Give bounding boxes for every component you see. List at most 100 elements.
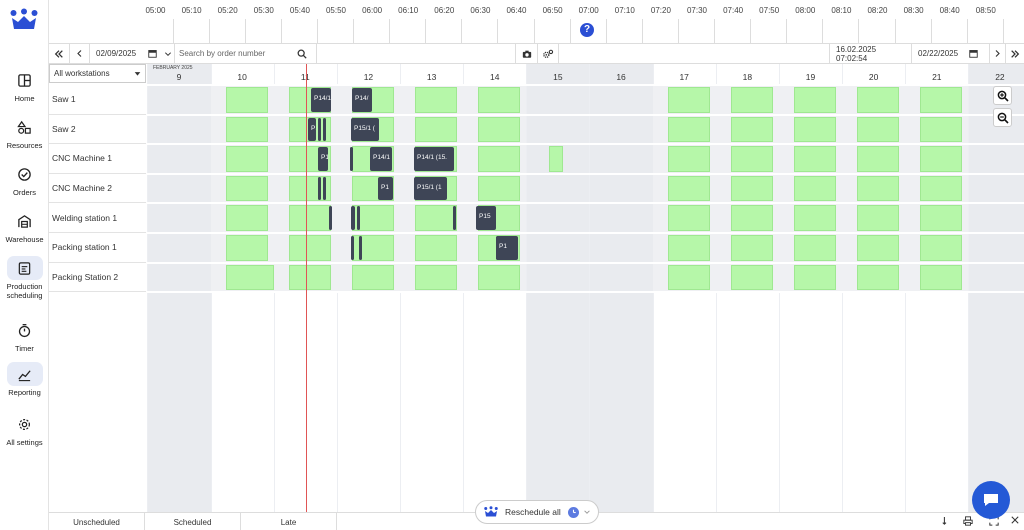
tab-scheduled[interactable]: Scheduled [145,513,241,530]
task-block[interactable] [351,236,354,260]
availability-block[interactable] [288,235,331,261]
availability-block[interactable] [415,235,458,261]
availability-block[interactable] [920,175,963,202]
availability-block[interactable] [730,264,773,291]
tab-late[interactable]: Late [241,513,337,530]
workstation-row-label[interactable]: CNC Machine 2 [49,173,146,204]
availability-block[interactable] [667,87,710,113]
availability-block[interactable] [793,205,836,231]
availability-block[interactable] [415,205,458,231]
sidebar-item-all-settings[interactable]: All settings [0,412,49,447]
task-block[interactable] [329,206,332,230]
workstation-filter[interactable]: All workstations [49,64,146,83]
availability-block[interactable] [730,175,773,202]
task-block[interactable] [318,176,321,201]
availability-block[interactable] [857,175,900,202]
availability-block[interactable] [667,264,710,291]
availability-block[interactable] [478,264,521,291]
availability-block[interactable] [478,87,521,113]
availability-block[interactable] [920,264,963,291]
availability-block[interactable] [793,146,836,172]
task-block[interactable] [318,117,321,142]
task-block[interactable]: P14/1 [370,147,392,171]
sidebar-item-warehouse[interactable]: Warehouse [0,209,49,244]
chevron-down-icon[interactable] [163,44,173,63]
availability-block[interactable] [667,116,710,143]
availability-block[interactable] [730,87,773,113]
camera-button[interactable] [515,44,537,63]
workstation-row-label[interactable]: CNC Machine 1 [49,144,146,174]
availability-block[interactable] [857,235,900,261]
sidebar-item-home[interactable]: Home [0,68,49,103]
availability-block[interactable] [225,146,268,172]
availability-block[interactable] [857,116,900,143]
availability-block[interactable] [920,87,963,113]
availability-block[interactable] [730,205,773,231]
availability-block[interactable] [857,205,900,231]
availability-block[interactable] [920,146,963,172]
task-block[interactable] [351,206,355,230]
availability-block[interactable] [225,205,268,231]
availability-block[interactable] [351,235,394,261]
task-block[interactable]: P15/1 (1 [414,176,447,201]
availability-block[interactable] [415,116,458,143]
task-block[interactable] [350,147,353,171]
task-block[interactable]: P1 [308,117,316,142]
availability-block[interactable] [857,264,900,291]
availability-block[interactable] [667,205,710,231]
availability-block[interactable] [730,146,773,172]
jump-last-button[interactable] [1005,44,1024,63]
availability-block[interactable] [415,264,458,291]
sidebar-item-orders[interactable]: Orders [0,162,49,197]
start-date-input[interactable]: 02/09/2025 [89,44,164,63]
availability-block[interactable] [225,116,268,143]
availability-block[interactable] [793,264,836,291]
availability-block[interactable] [351,264,394,291]
workstation-row-label[interactable]: Welding station 1 [49,203,146,233]
workstation-row-label[interactable]: Packing Station 2 [49,262,146,293]
availability-block[interactable] [793,116,836,143]
availability-block[interactable] [478,175,521,202]
availability-block[interactable] [730,116,773,143]
task-block[interactable]: P14/ [359,236,362,260]
settings-button[interactable] [537,44,559,63]
previous-button[interactable] [69,44,89,63]
availability-block[interactable] [288,205,331,231]
task-block[interactable] [357,206,360,230]
availability-block[interactable] [225,175,268,202]
availability-block[interactable] [730,235,773,261]
task-block[interactable]: P1 [496,236,518,260]
availability-block[interactable] [667,146,710,172]
availability-block[interactable] [920,116,963,143]
print-icon[interactable] [963,516,973,528]
task-block[interactable]: P14/1 (15. [414,147,454,171]
jump-first-button[interactable] [49,44,69,63]
availability-block[interactable] [225,264,274,291]
workstation-row-label[interactable]: Saw 1 [49,85,146,115]
sidebar-item-reporting[interactable]: Reporting [0,362,49,397]
availability-block[interactable] [415,87,458,113]
crown-logo[interactable] [10,8,38,32]
sidebar-item-resources[interactable]: Resources [0,115,49,150]
reschedule-all-button[interactable]: Reschedule all [475,500,599,524]
close-icon[interactable] [1011,516,1019,526]
availability-block[interactable] [920,235,963,261]
availability-block[interactable] [857,87,900,113]
availability-block[interactable] [288,264,331,291]
task-block[interactable] [323,176,326,201]
task-block[interactable]: P14/ [453,206,456,230]
availability-block[interactable] [478,116,521,143]
availability-block[interactable] [667,235,710,261]
availability-block[interactable] [793,175,836,202]
task-block[interactable]: P14/1 [311,88,331,112]
search-input[interactable] [179,49,297,58]
workstation-row-label[interactable]: Packing station 1 [49,233,146,263]
availability-block[interactable] [225,87,268,113]
chat-button[interactable] [972,481,1010,519]
arrow-down-icon[interactable] [942,516,950,528]
availability-block[interactable] [225,235,268,261]
task-block[interactable] [323,117,326,142]
task-block[interactable]: P1 [378,176,393,201]
sidebar-item-production-scheduling[interactable]: Production scheduling [0,256,49,300]
workstation-row-label[interactable]: Saw 2 [49,114,146,145]
